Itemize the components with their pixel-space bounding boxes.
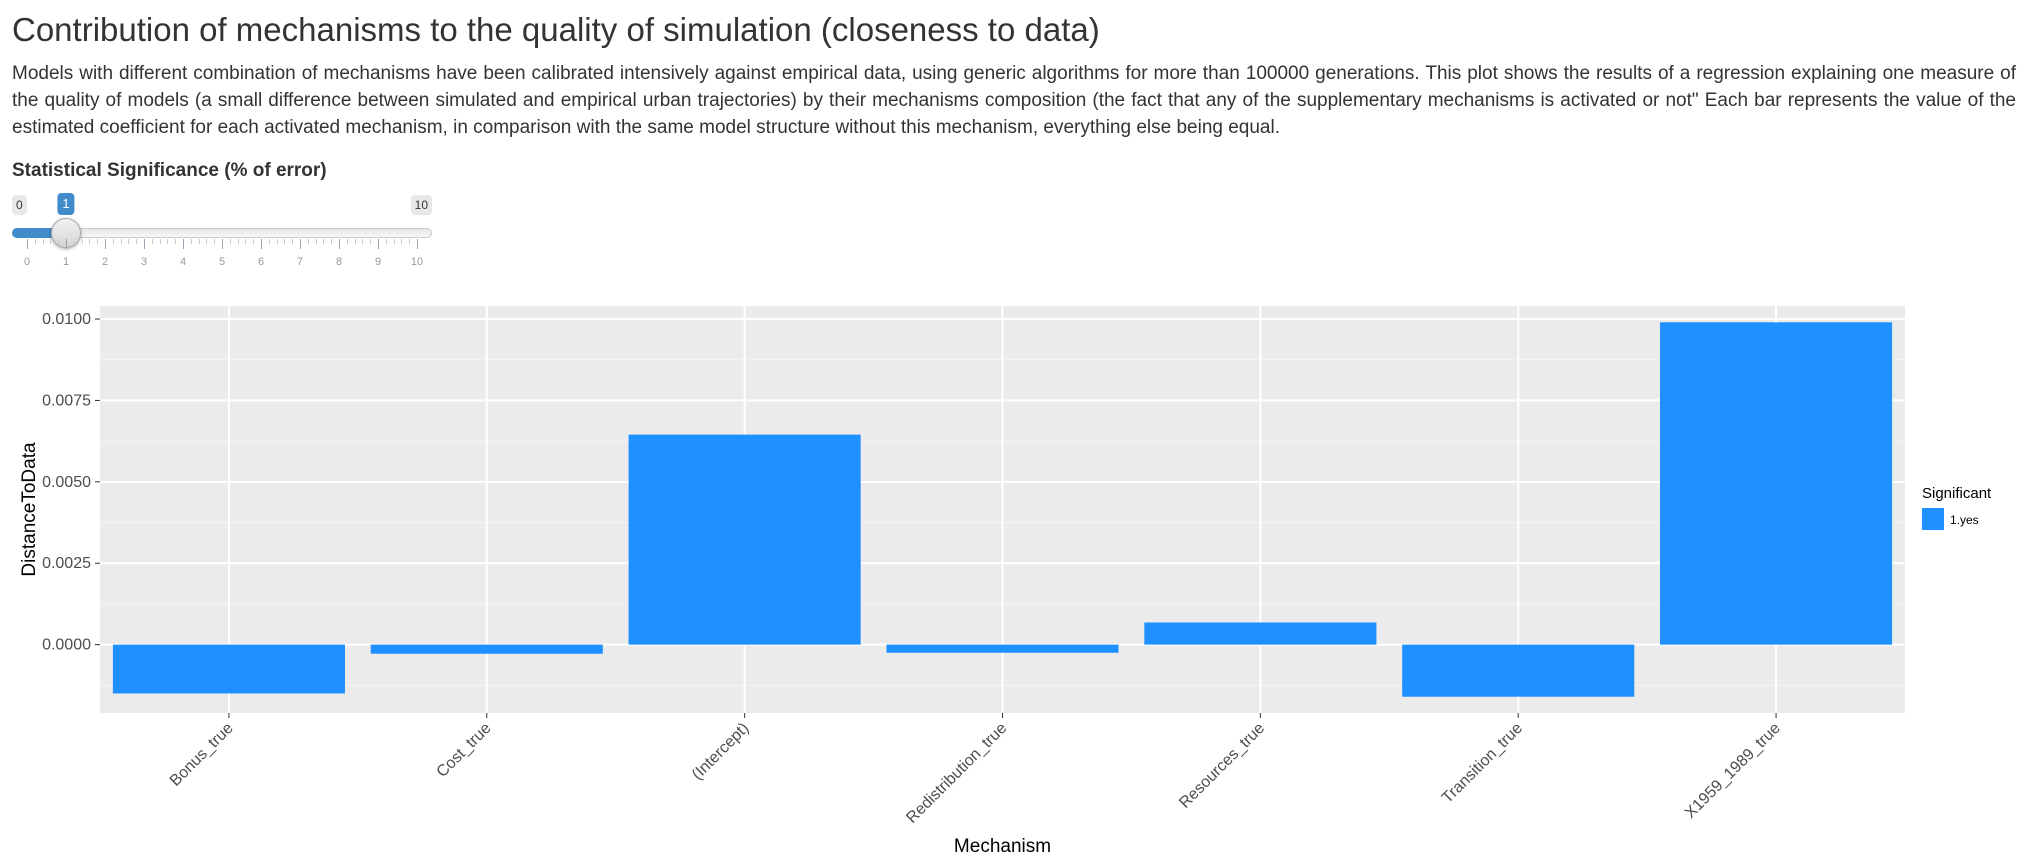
y-tick-label: 0.0000 bbox=[42, 637, 91, 654]
slider-minor-tick bbox=[58, 239, 60, 244]
slider-tick-label: 9 bbox=[374, 256, 382, 268]
slider-minor-tick bbox=[128, 239, 130, 244]
slider-minor-tick bbox=[276, 239, 278, 244]
slider-minor-tick bbox=[331, 239, 333, 244]
slider-minor-tick bbox=[307, 239, 309, 244]
x-tick-label: Resources_true bbox=[1176, 720, 1268, 812]
bar-resources-true bbox=[1144, 622, 1377, 645]
slider-tick-label: 10 bbox=[410, 256, 424, 268]
page-title: Contribution of mechanisms to the qualit… bbox=[12, 11, 1100, 48]
slider-tick-label: 2 bbox=[101, 256, 109, 268]
bar-bonus-true bbox=[112, 644, 345, 694]
x-tick-label: Redistribution_true bbox=[903, 720, 1010, 827]
slider-tick-label: 4 bbox=[179, 256, 187, 268]
slider-label: Statistical Significance (% of error) bbox=[12, 160, 327, 181]
slider-minor-tick bbox=[97, 239, 99, 244]
slider-tick-label: 7 bbox=[296, 256, 304, 268]
slider-minor-tick bbox=[354, 239, 356, 244]
slider-tick bbox=[144, 239, 145, 249]
slider-tick bbox=[105, 239, 106, 249]
slider-minor-tick bbox=[323, 239, 325, 244]
slider-value-label: 1 bbox=[57, 193, 75, 215]
bar-cost-true bbox=[370, 644, 603, 654]
bar-intercept bbox=[628, 434, 861, 645]
slider-tick bbox=[27, 239, 28, 249]
y-axis-title: DistanceToData bbox=[19, 442, 40, 577]
slider-minor-tick bbox=[81, 239, 83, 244]
slider-tick-label: 3 bbox=[140, 256, 148, 268]
y-tick-label: 0.0100 bbox=[42, 311, 91, 328]
y-tick-label: 0.0075 bbox=[42, 392, 91, 409]
bar-x1959-1989-true bbox=[1660, 322, 1893, 645]
bar-chart: 0.0000 0.0025 0.0050 0.0075 0.0100 Bonus_true… bbox=[19, 306, 1992, 857]
x-tick-label: Bonus_true bbox=[167, 720, 237, 790]
slider-minor-tick bbox=[34, 239, 36, 244]
bar-transition-true bbox=[1402, 644, 1635, 697]
page-description: Models with different combination of mec… bbox=[12, 63, 2016, 138]
slider-minor-tick bbox=[151, 239, 153, 244]
slider-minor-tick bbox=[73, 239, 75, 244]
slider-minor-tick bbox=[190, 239, 192, 244]
x-axis-title: Mechanism bbox=[954, 836, 1051, 857]
significance-slider[interactable]: 0 10 1 0 1 2 3 4 5 6 7 8 9 10 bbox=[12, 190, 432, 270]
slider-minor-tick bbox=[167, 239, 169, 244]
slider-minor-tick bbox=[284, 239, 286, 244]
slider-tick bbox=[183, 239, 184, 249]
slider-minor-tick bbox=[136, 239, 138, 244]
slider-minor-tick bbox=[346, 239, 348, 244]
y-tick-label: 0.0025 bbox=[42, 555, 91, 572]
slider-minor-tick bbox=[401, 239, 403, 244]
slider-tick bbox=[66, 239, 67, 249]
slider-tick-label: 1 bbox=[62, 256, 70, 268]
slider-minor-tick bbox=[50, 239, 52, 244]
x-tick-label: (Intercept) bbox=[689, 720, 753, 784]
slider-minor-tick bbox=[229, 239, 231, 244]
legend-swatch bbox=[1922, 508, 1944, 530]
slider-max-label: 10 bbox=[410, 195, 432, 215]
slider-tick bbox=[378, 239, 379, 249]
slider-minor-tick bbox=[206, 239, 208, 244]
slider-tick bbox=[261, 239, 262, 249]
slider-minor-tick bbox=[237, 239, 239, 244]
slider-tick-label: 0 bbox=[23, 256, 31, 268]
x-tick-label: Transition_true bbox=[1439, 720, 1526, 807]
slider-tick bbox=[339, 239, 340, 249]
slider-minor-tick bbox=[198, 239, 200, 244]
slider-minor-tick bbox=[393, 239, 395, 244]
slider-tick bbox=[417, 239, 418, 249]
slider-minor-tick bbox=[175, 239, 177, 244]
slider-minor-tick bbox=[89, 239, 91, 244]
slider-minor-tick bbox=[315, 239, 317, 244]
x-tick-label: Cost_true bbox=[434, 720, 495, 781]
slider-minor-tick bbox=[409, 239, 411, 244]
slider-minor-tick bbox=[385, 239, 387, 244]
slider-minor-tick bbox=[120, 239, 122, 244]
slider-minor-tick bbox=[245, 239, 247, 244]
y-tick-label: 0.0050 bbox=[42, 474, 91, 491]
slider-fill bbox=[12, 228, 66, 238]
slider-min-label: 0 bbox=[12, 195, 27, 215]
bar-redistribution-true bbox=[886, 644, 1119, 653]
slider-minor-tick bbox=[159, 239, 161, 244]
slider-minor-tick bbox=[214, 239, 216, 244]
slider-minor-tick bbox=[370, 239, 372, 244]
slider-tick bbox=[300, 239, 301, 249]
x-tick-label: X1959_1989_true bbox=[1682, 720, 1784, 822]
slider-tick-label: 5 bbox=[218, 256, 226, 268]
slider-tick bbox=[222, 239, 223, 249]
slider-minor-tick bbox=[362, 239, 364, 244]
slider-minor-tick bbox=[253, 239, 255, 244]
legend-title: Significant bbox=[1922, 485, 1992, 502]
slider-minor-tick bbox=[292, 239, 294, 244]
slider-minor-tick bbox=[112, 239, 114, 244]
legend-label: 1.yes bbox=[1950, 513, 1979, 527]
slider-tick-label: 6 bbox=[257, 256, 265, 268]
slider-minor-tick bbox=[42, 239, 44, 244]
slider-minor-tick bbox=[268, 239, 270, 244]
slider-tick-label: 8 bbox=[335, 256, 343, 268]
